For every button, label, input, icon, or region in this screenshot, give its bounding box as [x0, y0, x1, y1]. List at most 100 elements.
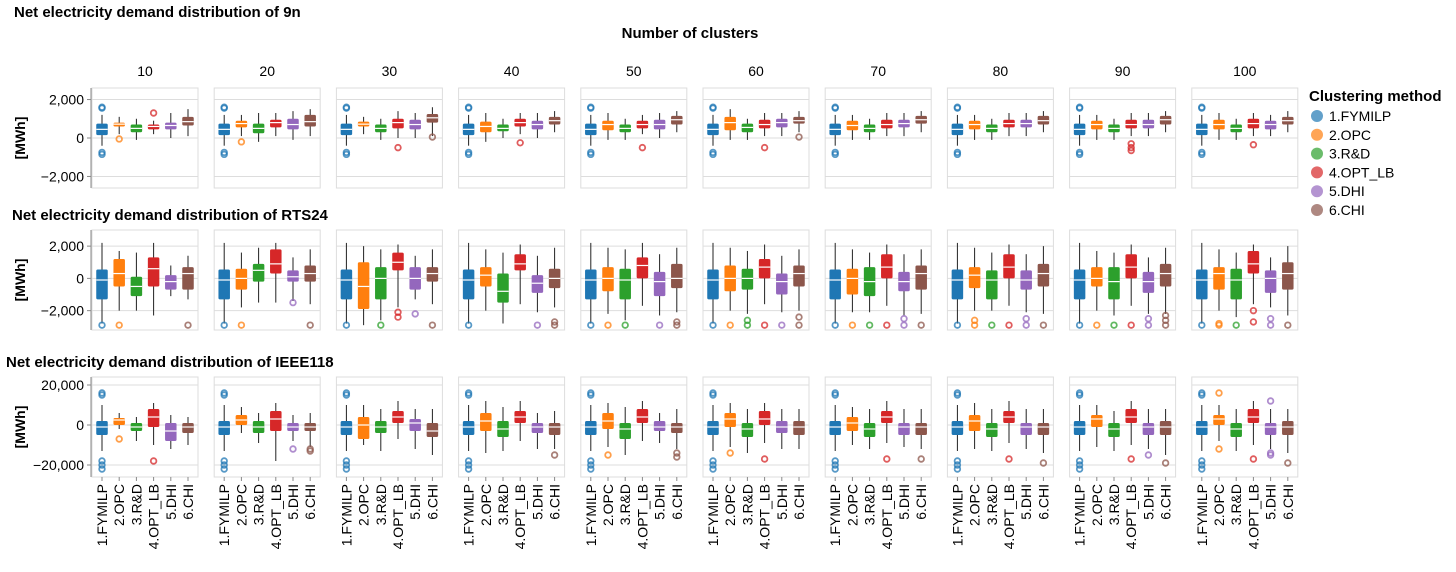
outlier-1.FYMILP — [709, 465, 717, 473]
outlier-1.FYMILP — [464, 457, 473, 465]
outlier-1.FYMILP — [342, 104, 351, 112]
legend-entry: 2.OPC — [1329, 127, 1371, 143]
box-1.FYMILP — [1196, 421, 1208, 435]
box-6.CHI — [1159, 421, 1172, 435]
outlier-6.CHI — [795, 321, 803, 329]
outlier-6.CHI — [184, 321, 192, 329]
x-tick-label: 4.OPT_LB — [146, 484, 162, 549]
outlier-2.OPC — [1215, 321, 1223, 329]
box-2.OPC — [1213, 267, 1225, 290]
box-1.FYMILP — [1073, 269, 1086, 300]
box-3.R&D — [1230, 268, 1242, 300]
facet-panel-9n-10 — [91, 87, 199, 189]
box-2.OPC — [602, 267, 614, 292]
box-5.DHI — [1264, 423, 1277, 435]
outlier-2.OPC — [1215, 445, 1223, 453]
outlier-1.FYMILP — [220, 465, 228, 473]
box-2.OPC — [480, 413, 492, 431]
outlier-2.OPC — [115, 321, 123, 329]
outlier-5.DHI — [655, 321, 664, 329]
outlier-4.OPT_LB — [516, 139, 524, 147]
box-3.R&D — [863, 423, 876, 437]
x-tick-label: 6.CHI — [180, 484, 196, 520]
outlier-4.OPT_LB — [1127, 140, 1135, 148]
box-2.OPC — [1091, 267, 1103, 287]
box-4.OPT_LB — [758, 411, 771, 425]
y-tick-label: 2,000 — [49, 238, 84, 254]
outlier-1.FYMILP — [98, 461, 106, 469]
box-1.FYMILP — [218, 269, 230, 300]
outlier-1.FYMILP — [1198, 457, 1206, 465]
panel-frame — [335, 229, 443, 331]
box-4.OPT_LB — [270, 249, 282, 274]
outlier-4.OPT_LB — [1249, 141, 1258, 149]
outlier-1.FYMILP — [953, 461, 962, 469]
box-4.OPT_LB — [270, 119, 282, 128]
outlier-1.FYMILP — [953, 104, 962, 112]
legend-entry: 4.OPT_LB — [1329, 164, 1394, 180]
box-3.R&D — [252, 263, 265, 282]
outlier-1.FYMILP — [220, 321, 228, 329]
box-4.OPT_LB — [636, 409, 649, 423]
outlier-1.FYMILP — [220, 104, 228, 112]
x-tick-label: 6.CHI — [669, 484, 685, 520]
outlier-1.FYMILP — [953, 465, 962, 473]
outlier-5.DHI — [1266, 397, 1275, 405]
facet-panel-IEEE118-50 — [580, 376, 688, 478]
outlier-2.OPC — [726, 449, 734, 457]
outlier-6.CHI — [550, 321, 559, 329]
box-1.FYMILP — [1196, 269, 1208, 300]
outlier-6.CHI — [1161, 321, 1170, 329]
outlier-1.FYMILP — [831, 104, 839, 112]
outlier-5.DHI — [1144, 451, 1153, 459]
box-4.OPT_LB — [881, 254, 893, 279]
box-2.OPC — [602, 120, 614, 131]
outlier-1.FYMILP — [587, 461, 595, 469]
outlier-4.OPT_LB — [760, 455, 769, 463]
facet-panel-IEEE118-80 — [946, 376, 1054, 478]
y-axis-label: [MWh] — [12, 259, 28, 302]
box-2.OPC — [846, 417, 859, 431]
x-tick-label: 6.CHI — [1280, 484, 1296, 520]
x-tick-label: 5.DHI — [774, 484, 790, 520]
x-tick-label: 3.R&D — [495, 484, 511, 525]
box-5.DHI — [531, 423, 544, 433]
outlier-6.CHI — [1039, 459, 1048, 467]
outlier-1.FYMILP — [953, 150, 962, 159]
x-tick-label: 4.OPT_LB — [268, 484, 284, 549]
outlier-6.CHI — [428, 133, 437, 141]
legend-entry: 6.CHI — [1329, 202, 1365, 218]
x-tick-label: 2.OPC — [233, 484, 249, 526]
outlier-4.OPT_LB — [394, 313, 402, 321]
panel-frame — [580, 376, 688, 478]
panel-frame — [580, 229, 688, 331]
outlier-6.CHI — [1284, 459, 1292, 467]
box-2.OPC — [480, 267, 492, 287]
box-5.DHI — [409, 419, 421, 431]
outlier-6.CHI — [306, 447, 314, 455]
facet-panel-RTS24-90 — [1069, 229, 1177, 331]
box-2.OPC — [357, 262, 370, 310]
panel-frame — [1069, 376, 1177, 478]
facet-panel-RTS24-40 — [458, 229, 566, 331]
outlier-5.DHI — [1266, 321, 1275, 329]
panel-frame — [1191, 376, 1299, 478]
outlier-1.FYMILP — [464, 321, 473, 329]
facet-panel-RTS24-80 — [946, 229, 1054, 331]
x-tick-label: 4.OPT_LB — [1001, 484, 1017, 549]
panel-frame — [1191, 229, 1299, 331]
outlier-6.CHI — [673, 453, 681, 461]
x-tick-label: 2.OPC — [1211, 484, 1227, 526]
x-tick-label: 2.OPC — [111, 484, 127, 526]
outlier-1.FYMILP — [831, 391, 839, 399]
outlier-1.FYMILP — [1075, 461, 1084, 469]
panel-frame — [824, 229, 932, 331]
column-header-70: 70 — [870, 63, 886, 79]
x-tick-label: 5.DHI — [652, 484, 668, 520]
outlier-2.OPC — [604, 321, 612, 329]
box-5.DHI — [165, 423, 177, 441]
outlier-1.FYMILP — [220, 461, 228, 469]
outlier-2.OPC — [237, 321, 246, 329]
facet-panel-9n-20 — [213, 87, 321, 189]
outlier-1.FYMILP — [831, 465, 839, 473]
